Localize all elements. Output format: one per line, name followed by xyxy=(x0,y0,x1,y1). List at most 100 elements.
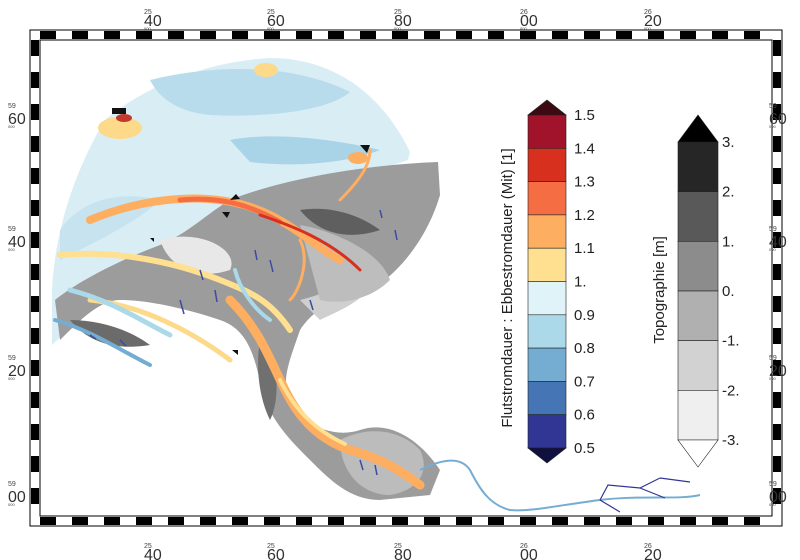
land-dark-1 xyxy=(300,208,380,235)
blue-specks xyxy=(89,209,398,476)
checker-right xyxy=(773,72,781,88)
checker-right xyxy=(773,328,781,344)
tick-sup-left: 59 xyxy=(8,226,16,233)
tick-sup-right: 59 xyxy=(769,481,777,488)
colorbar-tick-label: -3. xyxy=(722,432,740,449)
colorbar-tick-label: 3. xyxy=(722,134,735,151)
checker-left xyxy=(31,488,39,504)
checker-bottom xyxy=(520,517,536,525)
tick-sup-bottom: 25 xyxy=(144,543,152,550)
tick-label-top: 20 xyxy=(644,13,662,30)
colorbar-segment xyxy=(527,314,567,349)
river-upstream xyxy=(419,459,701,512)
channel-estuary-core xyxy=(278,378,347,446)
tick-label-left: 20 xyxy=(8,363,26,380)
tick-sup-top: 25 xyxy=(144,9,152,16)
checker-top xyxy=(584,31,600,39)
checker-bottom xyxy=(552,517,568,525)
colorbar-segment xyxy=(677,191,719,242)
sea-shade-2 xyxy=(60,196,160,260)
checker-right xyxy=(773,360,781,376)
checker-top xyxy=(712,31,728,39)
checker-bottom xyxy=(264,517,280,525)
checker-bottom xyxy=(648,517,664,525)
tick-sub-top: 000 xyxy=(144,26,151,31)
colorbar-tick-label: 1.3 xyxy=(574,174,595,191)
tick-sub-top: 000 xyxy=(520,26,527,31)
map-frame-inner xyxy=(39,39,773,517)
tick-label-bottom: 00 xyxy=(520,547,538,560)
channel-north-core xyxy=(177,196,283,225)
checker-bottom xyxy=(232,517,248,525)
estuary-map xyxy=(52,58,701,513)
colorbar-over-arrow xyxy=(677,114,719,143)
colorbar-tick-label: 0.8 xyxy=(574,340,595,357)
colorbar-segment xyxy=(527,381,567,415)
tick-sub-top: 000 xyxy=(267,26,274,31)
colorbar-tick-label: 1.2 xyxy=(574,207,595,224)
tick-sub-right: 000 xyxy=(769,502,776,507)
channel-blue-outer xyxy=(53,318,152,367)
colorbar-segment xyxy=(527,247,567,282)
colorbar-under-arrow xyxy=(527,447,567,464)
ratio-legend: 1.5 1.4 1.3 1.2 1.1 1. 0.9 0.8 0.7 0.6 0.5 xyxy=(527,99,595,464)
tick-label-left: 60 xyxy=(8,111,26,128)
tick-sub-right: 000 xyxy=(769,376,776,381)
shoal-nw xyxy=(98,117,142,139)
tick-sub-left: 000 xyxy=(8,502,15,507)
topography-legend: 3. 2. 1. 0. -1. -2. -3. xyxy=(677,114,740,468)
colorbar-segment xyxy=(677,290,719,341)
tick-sup-top: 25 xyxy=(267,9,275,16)
checker-bottom xyxy=(104,517,120,525)
checker-right xyxy=(773,392,781,408)
land-east-light xyxy=(300,225,390,302)
shoal-dark xyxy=(112,108,126,114)
checker-right xyxy=(773,296,781,312)
tick-sup-bottom: 25 xyxy=(394,543,402,550)
checker-right xyxy=(773,424,781,440)
tick-sup-left: 59 xyxy=(8,103,16,110)
checker-bottom xyxy=(680,517,696,525)
colorbar-tick-label: 0.9 xyxy=(574,307,595,324)
checker-left xyxy=(31,40,39,56)
checker-top xyxy=(456,31,472,39)
checker-bottom xyxy=(40,517,56,525)
tick-sup-right: 59 xyxy=(769,103,777,110)
checker-left xyxy=(31,456,39,472)
checker-left xyxy=(31,264,39,280)
tick-sub-top: 000 xyxy=(394,26,401,31)
checker-right xyxy=(773,488,781,504)
topography-legend-title: Topographie [m] xyxy=(651,236,668,344)
colorbar-tick-label: 1. xyxy=(722,233,735,250)
colorbar-segment xyxy=(527,214,567,249)
tick-label-top: 40 xyxy=(144,13,162,30)
checker-left xyxy=(31,360,39,376)
colorbar-segment xyxy=(677,390,719,441)
checker-bottom xyxy=(584,517,600,525)
checker-bottom xyxy=(744,517,760,525)
tick-sup-top: 25 xyxy=(394,9,402,16)
checker-bottom xyxy=(168,517,184,525)
checker-top xyxy=(392,31,408,39)
checker-top xyxy=(552,31,568,39)
tick-label-top: 00 xyxy=(520,13,538,30)
checker-bottom xyxy=(616,517,632,525)
checker-top xyxy=(328,31,344,39)
tick-sub-right: 000 xyxy=(769,247,776,252)
checker-left xyxy=(31,168,39,184)
tick-label-top: 60 xyxy=(267,13,285,30)
checker-right xyxy=(773,264,781,280)
checker-left xyxy=(31,136,39,152)
checker-top xyxy=(136,31,152,39)
tick-sub-top: 000 xyxy=(644,26,651,31)
tick-sup-top: 26 xyxy=(644,9,652,16)
tick-label-bottom: 40 xyxy=(144,547,162,560)
colorbar-tick-label: 1.5 xyxy=(574,107,595,124)
tick-label-left: 00 xyxy=(8,489,26,506)
checker-top xyxy=(296,31,312,39)
colorbar-tick-label: 0. xyxy=(722,283,735,300)
colorbar-segment xyxy=(527,114,567,149)
tick-sup-right: 59 xyxy=(769,355,777,362)
colorbar-segment xyxy=(677,241,719,292)
tick-label-top: 80 xyxy=(394,13,412,30)
